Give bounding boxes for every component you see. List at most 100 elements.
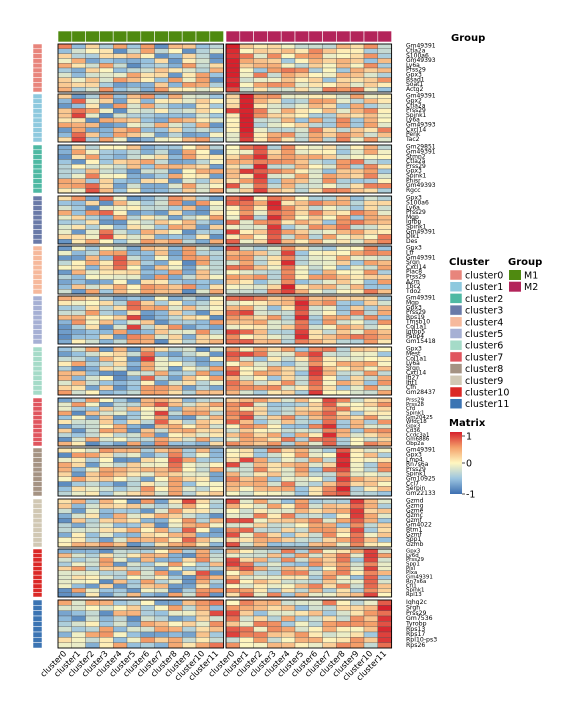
heatmap-cell (363, 356, 378, 362)
heatmap-cell (336, 615, 351, 622)
heatmap-cell (267, 452, 282, 458)
gene-label: Gpx3 (406, 168, 422, 175)
heatmap-cell (195, 385, 210, 391)
heatmap-cell (377, 310, 392, 316)
heatmap-cell (182, 575, 197, 580)
heatmap-cell (239, 356, 254, 362)
heatmap-cell (140, 527, 155, 533)
heatmap-cell (113, 250, 128, 256)
cluster-annotation-cell (32, 642, 43, 649)
heatmap-cell (99, 334, 114, 340)
heatmap-cell (294, 53, 309, 59)
heatmap-cell (140, 419, 155, 425)
heatmap-cell (168, 305, 183, 311)
heatmap-cell (267, 58, 282, 64)
heatmap-cell (140, 346, 155, 352)
heatmap-cell (253, 205, 268, 211)
heatmap-cell (85, 486, 100, 492)
heatmap-cell (253, 415, 268, 420)
heatmap-cell (350, 63, 365, 69)
heatmap-cell (267, 518, 282, 524)
heatmap-cell (336, 53, 351, 59)
heatmap-cell (225, 491, 240, 497)
heatmap-cell (99, 351, 114, 357)
heatmap-cell (336, 279, 351, 285)
heatmap-cell (253, 548, 268, 554)
heatmap-cell (140, 127, 155, 133)
heatmap-cell (281, 295, 296, 301)
gene-label: Gpx3 (406, 304, 422, 311)
cluster-legend-swatch (449, 316, 463, 328)
cluster-annotation-cell (32, 605, 43, 611)
heatmap-cell (267, 570, 282, 576)
heatmap-cell (363, 467, 378, 473)
heatmap-cell (209, 642, 224, 649)
heatmap-cell (168, 351, 183, 357)
heatmap-cell (322, 173, 337, 179)
heatmap-cell (57, 137, 72, 143)
heatmap-cell (195, 415, 210, 420)
heatmap-cell (71, 542, 86, 548)
heatmap-cell (182, 159, 197, 165)
heatmap-cell (336, 103, 351, 109)
heatmap-cell (126, 127, 141, 133)
heatmap-cell (308, 183, 323, 189)
heatmap-cell (267, 279, 282, 285)
heatmap-cell (113, 295, 128, 301)
heatmap-cell (377, 561, 392, 567)
heatmap-cell (154, 178, 169, 184)
heatmap-cell (195, 132, 210, 138)
heatmap-cell (154, 610, 169, 617)
heatmap-cell (140, 631, 155, 638)
heatmap-cell (85, 566, 100, 571)
heatmap-cell (377, 615, 392, 622)
heatmap-cell (294, 260, 309, 266)
heatmap-cell (350, 324, 365, 330)
heatmap-cell (308, 498, 323, 504)
heatmap-cell (377, 419, 392, 425)
cluster-annotation-cell (32, 103, 43, 109)
heatmap-cell (363, 626, 378, 633)
heatmap-cell (281, 498, 296, 504)
heatmap-cell (322, 375, 337, 381)
heatmap-cell (168, 415, 183, 420)
group-annotation-cell (225, 30, 241, 43)
cluster-annotation-cell (32, 319, 43, 326)
heatmap-cell (308, 508, 323, 514)
heatmap-cell (281, 127, 296, 133)
heatmap-cell (126, 356, 141, 362)
heatmap-cell (57, 605, 72, 611)
heatmap-cell (168, 527, 183, 533)
heatmap-cell (113, 476, 128, 482)
heatmap-cell (377, 279, 392, 285)
cluster-annotation-cell (32, 163, 43, 170)
heatmap-cell (253, 122, 268, 128)
heatmap-cell (377, 339, 392, 345)
heatmap-cell (168, 310, 183, 316)
heatmap-cell (195, 471, 210, 477)
heatmap-cell (377, 626, 392, 633)
heatmap-cell (363, 592, 378, 598)
cluster-annotation-cell (32, 329, 43, 335)
heatmap-cell (168, 284, 183, 290)
heatmap-cell (294, 265, 309, 271)
heatmap-cell (363, 164, 378, 170)
heatmap-cell (126, 164, 141, 170)
heatmap-cell (195, 82, 210, 88)
heatmap-cell (71, 462, 86, 468)
heatmap-cell (363, 284, 378, 290)
heatmap-cell (350, 239, 365, 245)
heatmap-cell (126, 566, 141, 571)
heatmap-cell (377, 300, 392, 306)
heatmap-cell (113, 642, 128, 649)
heatmap-cell (182, 385, 197, 391)
heatmap-cell (195, 319, 210, 325)
heatmap-cell (281, 279, 296, 285)
heatmap-cell (195, 605, 210, 611)
heatmap-cell (140, 67, 155, 73)
heatmap-cell (377, 265, 392, 271)
heatmap-cell (308, 67, 323, 73)
heatmap-cell (71, 144, 86, 150)
heatmap-cell (363, 154, 378, 160)
heatmap-cell (99, 498, 114, 504)
